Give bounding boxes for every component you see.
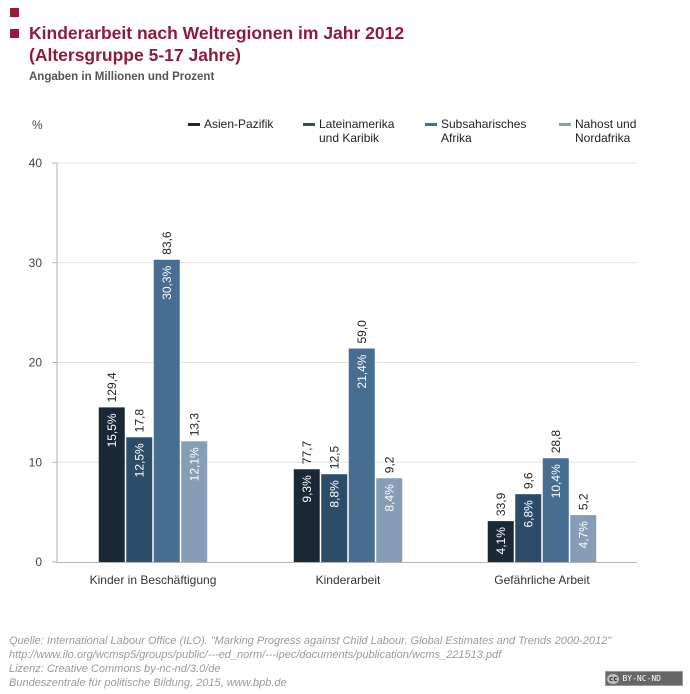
y-tick-label: 10 (29, 455, 43, 469)
bar-percent-label: 12,1% (187, 447, 201, 481)
y-tick-label: 0 (35, 555, 42, 569)
bar-percent-label: 30,3% (160, 265, 174, 299)
bar-value-label: 28,8 (549, 430, 563, 454)
x-category-label: Kinder in Beschäftigung (90, 573, 217, 587)
y-tick-label: 40 (29, 156, 43, 170)
bar (293, 469, 320, 562)
bar (570, 515, 597, 562)
legend-label: Lateinamerika und Karibik (319, 117, 395, 145)
bar-percent-label: 10,4% (549, 464, 563, 498)
bar (487, 521, 514, 562)
bar-value-label: 17,8 (132, 409, 146, 433)
chart-title-line2: (Altersgruppe 5-17 Jahre) (29, 45, 242, 65)
publisher-line: Bundeszentrale für politische Bildung, 2… (9, 677, 287, 689)
legend-swatch (303, 123, 315, 126)
y-axis-label: % (32, 118, 43, 132)
bar-percent-label: 12,5% (132, 443, 146, 477)
bar-value-label: 12,5 (327, 446, 341, 470)
bar (376, 478, 403, 562)
bar (515, 494, 542, 562)
bar-percent-label: 15,5% (105, 413, 119, 447)
bar-percent-label: 8,4% (382, 484, 396, 512)
legend-swatch (188, 123, 200, 126)
chart-subtitle: Angaben in Millionen und Prozent (29, 71, 215, 83)
bar-percent-label: 21,4% (355, 354, 369, 388)
x-category-label: Kinderarbeit (316, 573, 381, 587)
legend-label: Asien-Pazifik (204, 117, 274, 131)
bar (181, 441, 208, 562)
x-category-label: Gefährliche Arbeit (494, 573, 590, 587)
legend-label: Nahost und Nordafrika (575, 117, 637, 145)
bar-value-label: 83,6 (160, 231, 174, 255)
cc-icon: cc (607, 673, 620, 684)
bar (542, 458, 569, 562)
license-line: Lizenz: Creative Commons by-nc-nd/3.0/de (9, 663, 221, 675)
decor-square-title (10, 29, 19, 38)
y-tick-label: 30 (29, 256, 43, 270)
source-url: http://www.ilo.org/wcmsp5/groups/public/… (9, 649, 502, 661)
bar-percent-label: 6,8% (521, 500, 535, 528)
bar-percent-label: 4,1% (494, 527, 508, 555)
bar-value-label: 59,0 (355, 320, 369, 344)
bar-value-label: 13,3 (187, 413, 201, 437)
bar (321, 474, 348, 562)
cc-license-badge: cc BY-NC-ND (605, 671, 683, 686)
legend-swatch (425, 123, 437, 126)
bar-value-label: 129,4 (105, 372, 119, 402)
bar (126, 437, 153, 562)
legend-label: Subsaharisches Afrika (441, 117, 527, 145)
chart-title: Kinderarbeit nach Weltregionen im Jahr 2… (29, 22, 404, 66)
source-line: Quelle: International Labour Office (ILO… (9, 635, 612, 647)
bar-percent-label: 8,8% (327, 480, 341, 508)
bar-value-label: 33,9 (494, 492, 508, 516)
bar-value-label: 9,6 (521, 472, 535, 489)
bar (348, 348, 375, 562)
y-tick-label: 20 (29, 356, 43, 370)
chart-title-line1: Kinderarbeit nach Weltregionen im Jahr 2… (29, 23, 405, 43)
bar-value-label: 9,2 (382, 456, 396, 473)
bar-value-label: 77,7 (300, 441, 314, 465)
source-note: Quelle: International Labour Office (ILO… (9, 634, 611, 690)
bar-percent-label: 4,7% (576, 521, 590, 549)
bar (153, 259, 180, 562)
decor-square-top (10, 8, 19, 17)
bar-value-label: 5,2 (576, 493, 590, 510)
bar (98, 407, 125, 562)
cc-license-text: BY-NC-ND (622, 674, 661, 683)
legend-swatch (559, 123, 571, 126)
bar-percent-label: 9,3% (300, 475, 314, 503)
